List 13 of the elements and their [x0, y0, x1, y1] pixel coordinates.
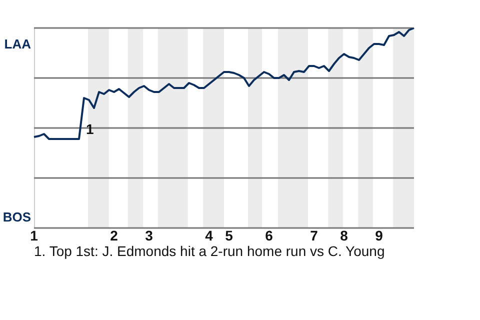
x-tick-label: 4: [205, 227, 214, 244]
x-tick-label: 3: [145, 227, 154, 244]
x-tick-label: 6: [265, 227, 274, 244]
text: 1. Top 1st: J. Edmonds hit a 2-run home run vs C. Young: [34, 243, 385, 259]
x-tick-label: 7: [310, 227, 318, 244]
x-tick-label: 8: [340, 227, 348, 244]
ref-line-label: BOS: [2, 210, 32, 225]
ref-line-label: LAA: [4, 36, 32, 52]
x-tick-label: 5: [225, 227, 234, 244]
annotation: 1: [86, 120, 94, 137]
x-tick-label: 9: [375, 227, 384, 244]
x-tick-label: 2: [110, 227, 118, 244]
x-tick-label: 1: [30, 227, 38, 244]
